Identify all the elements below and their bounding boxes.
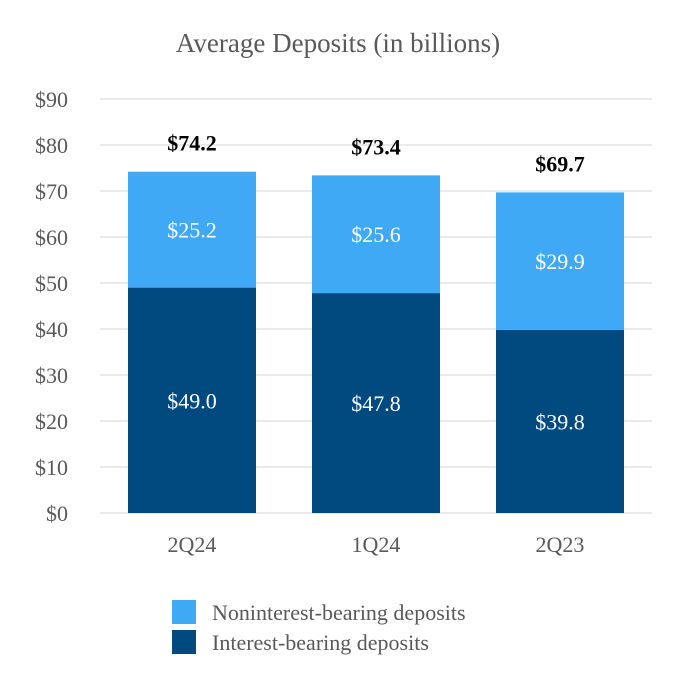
- bar-segment: [496, 192, 624, 330]
- legend-swatch: [172, 630, 196, 654]
- total-value-label: $73.4: [351, 134, 401, 159]
- segment-value-label: $47.8: [351, 391, 401, 416]
- y-axis-ticks: $0 $10 $20 $30 $40 $50 $60 $70 $80 $90: [35, 87, 68, 526]
- total-value-label: $69.7: [535, 151, 585, 176]
- bars: $49.0 $25.2 $74.2 $47.8 $25.6 $73.4 $39.8 $29.9…: [128, 131, 624, 513]
- bar-segment: [496, 329, 624, 513]
- y-tick-label: $50: [35, 271, 68, 296]
- segment-value-label: $25.6: [351, 222, 401, 247]
- y-tick-label: $10: [35, 455, 68, 480]
- legend-label: Noninterest-bearing deposits: [212, 600, 466, 625]
- y-tick-label: $90: [35, 87, 68, 112]
- x-category-label: 2Q24: [168, 532, 217, 557]
- segment-value-label: $29.9: [535, 249, 585, 274]
- y-tick-label: $60: [35, 225, 68, 250]
- x-axis-categories: 2Q24 1Q24 2Q23: [168, 532, 585, 557]
- y-tick-label: $30: [35, 363, 68, 388]
- bar-segment: [312, 293, 440, 513]
- total-value-label: $74.2: [167, 131, 217, 156]
- bar-segment: [312, 175, 440, 294]
- legend-label: Interest-bearing deposits: [212, 630, 429, 655]
- segment-value-label: $25.2: [167, 218, 217, 243]
- y-tick-label: $70: [35, 179, 68, 204]
- segment-value-label: $49.0: [167, 388, 217, 413]
- bar-segment: [128, 287, 256, 513]
- y-tick-label: $40: [35, 317, 68, 342]
- chart-title: Average Deposits (in billions): [176, 28, 500, 58]
- y-tick-label: $20: [35, 409, 68, 434]
- x-category-label: 2Q23: [536, 532, 585, 557]
- legend-swatch: [172, 600, 196, 624]
- segment-value-label: $39.8: [535, 409, 585, 434]
- y-tick-label: $80: [35, 133, 68, 158]
- bar-segment: [128, 171, 256, 288]
- x-category-label: 1Q24: [352, 532, 401, 557]
- legend: Noninterest-bearing deposits Interest-bea…: [172, 600, 466, 655]
- y-tick-label: $0: [46, 501, 68, 526]
